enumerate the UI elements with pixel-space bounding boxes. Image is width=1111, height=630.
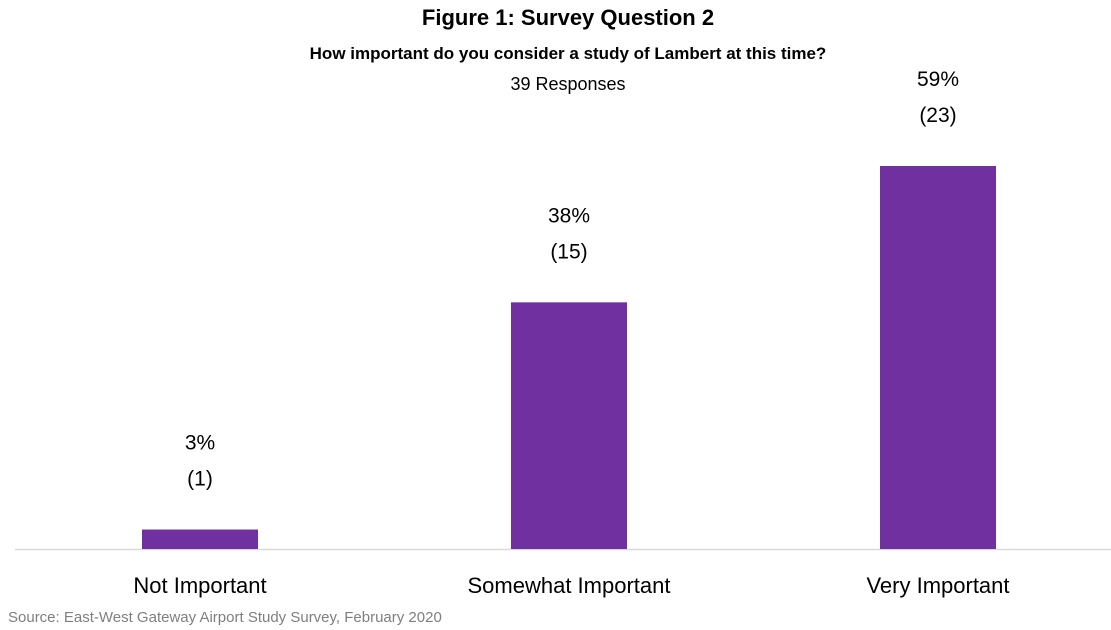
bar-0 xyxy=(142,529,258,549)
response-count: 39 Responses xyxy=(510,74,626,94)
chart-title: Figure 1: Survey Question 2 xyxy=(421,5,715,30)
value-label-0: 3% xyxy=(185,432,215,455)
count-label-0: (1) xyxy=(187,468,213,491)
chart-subtitle: How important do you consider a study of… xyxy=(309,44,827,63)
value-label-1: 38% xyxy=(548,204,590,227)
category-label-1: Somewhat Important xyxy=(468,573,671,598)
source-note: Source: East-West Gateway Airport Study … xyxy=(8,609,442,626)
bar-2 xyxy=(880,166,996,549)
category-label-0: Not Important xyxy=(133,573,266,598)
category-label-2: Very Important xyxy=(866,573,1009,598)
bar-1 xyxy=(511,302,627,549)
count-label-1: (15) xyxy=(550,240,587,263)
value-label-2: 59% xyxy=(917,68,959,91)
count-label-2: (23) xyxy=(919,104,956,127)
